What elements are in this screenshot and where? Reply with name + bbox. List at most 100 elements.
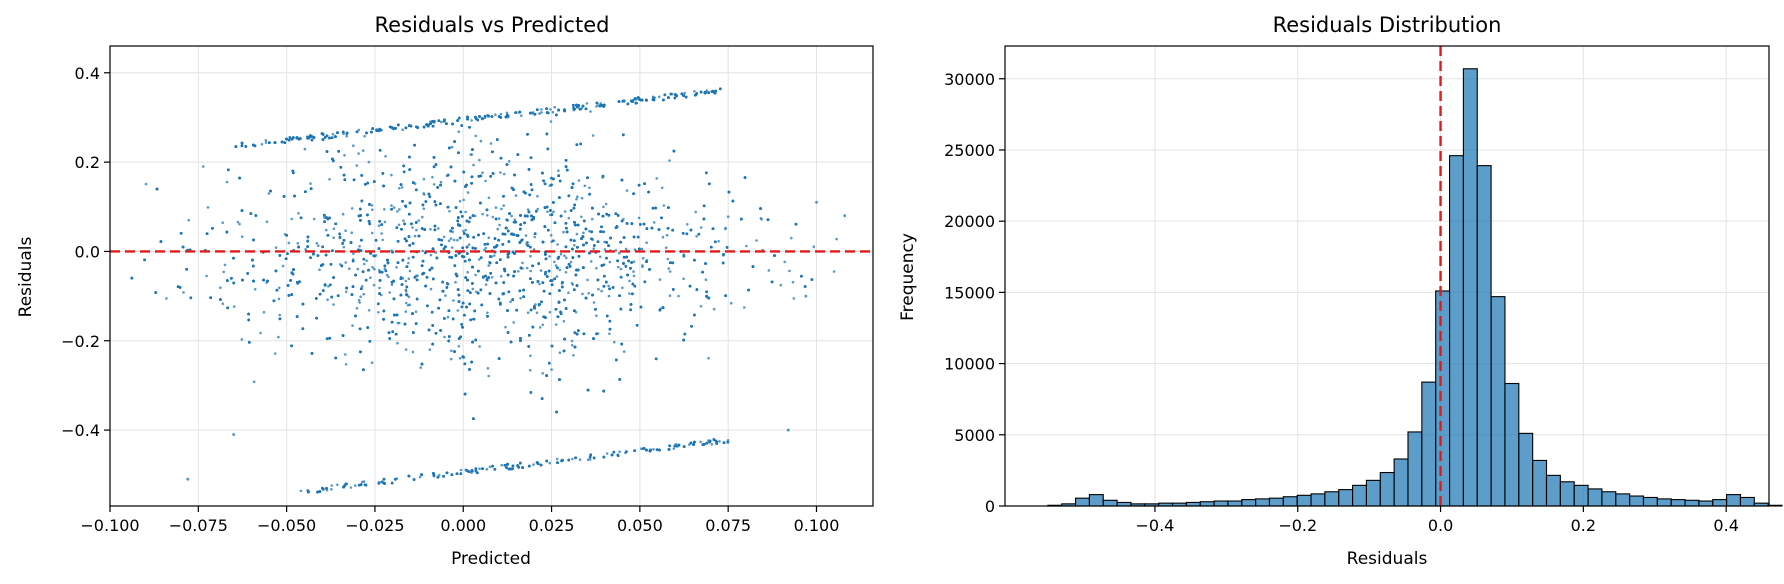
scatter-point (549, 120, 553, 123)
scatter-point (661, 235, 665, 239)
scatter-point (357, 298, 361, 302)
scatter-point (510, 214, 513, 218)
scatter-point (404, 279, 408, 283)
scatter-point (413, 234, 417, 238)
scatter-point (341, 212, 345, 216)
scatter-point (730, 301, 733, 305)
scatter-point (571, 344, 574, 347)
scatter-point (388, 291, 392, 294)
scatter-point (464, 228, 467, 232)
scatter-point (369, 276, 372, 280)
scatter-point (502, 172, 506, 176)
scatter-point (699, 305, 703, 308)
scatter-point (667, 267, 671, 270)
scatter-point (449, 357, 453, 361)
scatter-point (625, 189, 629, 192)
scatter-point (484, 246, 488, 250)
scatter-point (682, 277, 685, 281)
scatter-point (494, 113, 497, 116)
scatter-point (462, 198, 466, 202)
scatter-point (398, 208, 401, 211)
scatter-point (367, 309, 371, 312)
scatter-point (652, 221, 656, 224)
scatter-point (404, 310, 408, 313)
scatter-point (614, 249, 618, 252)
scatter-point (431, 175, 434, 179)
scatter-point (519, 296, 522, 300)
scatter-point (278, 313, 282, 317)
scatter-point (507, 160, 511, 163)
scatter-point (474, 273, 477, 277)
scatter-point (505, 111, 509, 115)
scatter-point (377, 311, 380, 314)
scatter-point (450, 246, 454, 249)
scatter-point (474, 134, 478, 138)
scatter-point (538, 326, 542, 329)
scatter-point (481, 212, 484, 216)
scatter-point (494, 206, 498, 209)
scatter-point (331, 132, 335, 136)
scatter-point (603, 248, 607, 251)
scatter-point (595, 314, 598, 318)
scatter-point (677, 294, 680, 298)
scatter-point (581, 292, 584, 296)
scatter-point (398, 187, 401, 190)
scatter-point (422, 207, 426, 210)
scatter-point (367, 160, 371, 164)
scatter-point (466, 270, 470, 274)
scatter-point (450, 145, 454, 149)
scatter-point (576, 195, 579, 198)
scatter-point (605, 452, 609, 455)
scatter-point (592, 301, 596, 304)
scatter-point (580, 196, 584, 200)
scatter-point (478, 345, 481, 348)
scatter-point (767, 269, 771, 272)
scatter-point (788, 269, 791, 273)
scatter-point (373, 267, 376, 271)
scatter-point (372, 283, 376, 287)
scatter-point (351, 324, 354, 327)
scatter-point (493, 254, 496, 257)
scatter-point (599, 102, 602, 105)
scatter-panel: Residuals vs Predicted −0.100 −0.075 −0.05… (16, 13, 874, 569)
scatter-point (595, 105, 598, 108)
scatter-point (312, 217, 316, 221)
scatter-point (345, 134, 349, 138)
scatter-point (637, 216, 641, 220)
scatter-point (790, 236, 793, 240)
scatter-point (328, 178, 331, 181)
scatter-point (396, 341, 399, 345)
scatter-point (783, 260, 786, 264)
scatter-point (318, 268, 321, 272)
scatter-point (779, 283, 783, 287)
scatter-point (392, 206, 396, 209)
scatter-point (500, 207, 503, 211)
scatter-point (488, 465, 492, 469)
scatter-point (457, 345, 461, 348)
scatter-point (487, 264, 491, 267)
scatter-point (528, 368, 532, 372)
scatter-point (707, 356, 710, 360)
scatter-point (401, 128, 405, 131)
scatter-point (532, 463, 535, 466)
scatter-point (586, 278, 589, 282)
scatter-point (344, 353, 347, 356)
scatter-point (395, 266, 398, 269)
scatter-point (529, 354, 532, 358)
scatter-point (317, 244, 320, 247)
scatter-point (359, 295, 362, 299)
scatter-point (532, 248, 536, 251)
scatter-point (481, 171, 484, 174)
scatter-point (526, 208, 530, 211)
scatter-point (582, 231, 585, 235)
scatter-point (383, 267, 387, 271)
scatter-point (489, 142, 493, 145)
scatter-point (326, 298, 329, 302)
scatter-point (219, 286, 222, 290)
scatter-point (264, 139, 268, 142)
scatter-point (470, 119, 473, 122)
scatter-point (344, 363, 348, 366)
scatter-point (332, 227, 336, 230)
scatter-point (496, 227, 500, 231)
